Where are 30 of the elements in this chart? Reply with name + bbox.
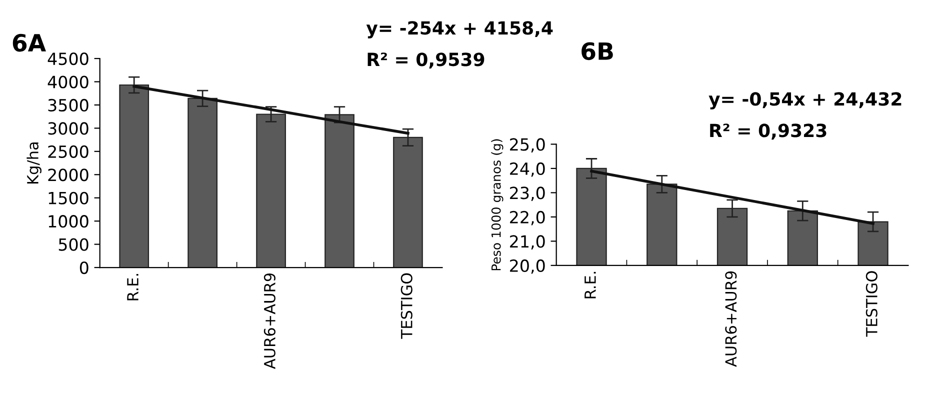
y-axis-title: Kg/ha — [26, 142, 42, 184]
y-tick-label: 21,0 — [510, 235, 545, 250]
x-tick-label: TESTIGO — [866, 271, 878, 337]
y-tick-label: 1500 — [48, 192, 88, 204]
y-tick-label: 3000 — [48, 122, 88, 135]
y-tick-label: 4000 — [48, 76, 88, 88]
x-tick-label: R.E. — [127, 274, 138, 300]
y-tick-label: 2500 — [48, 145, 88, 158]
chart-title: 6A — [12, 34, 46, 52]
y-tick-label: 22,0 — [510, 210, 545, 226]
text: y= -0,54x + 24,432 — [708, 92, 902, 110]
annotation: R² = 0,9539 — [368, 52, 484, 69]
x-tick-label: R.E. — [584, 272, 596, 298]
y-tick-label: 3500 — [48, 98, 88, 112]
y-tick-label: 23,0 — [510, 186, 545, 201]
y-tick-label: 500 — [58, 238, 88, 251]
x-tick-label: AUR6+AUR9 — [725, 271, 737, 367]
y-tick-label: 25,0 — [510, 138, 545, 152]
y-tick-label: 0 — [80, 261, 88, 274]
y-axis-title: Peso 1000 granos (g) — [491, 139, 504, 270]
x-tick-label: TESTIGO — [400, 273, 412, 339]
y-tick-label: 24,0 — [510, 162, 545, 177]
text: y= -254x + 4158,4 — [366, 21, 553, 38]
y-tick-label: 20,0 — [510, 259, 545, 274]
chart-title: 6B — [582, 42, 613, 60]
y-tick-label: 4500 — [48, 52, 88, 66]
text: R² = 0,9323 — [710, 124, 826, 140]
y-tick-label: 1000 — [48, 215, 88, 228]
x-tick-label: AUR6+AUR9 — [264, 273, 276, 369]
y-tick-label: 2000 — [48, 168, 88, 182]
